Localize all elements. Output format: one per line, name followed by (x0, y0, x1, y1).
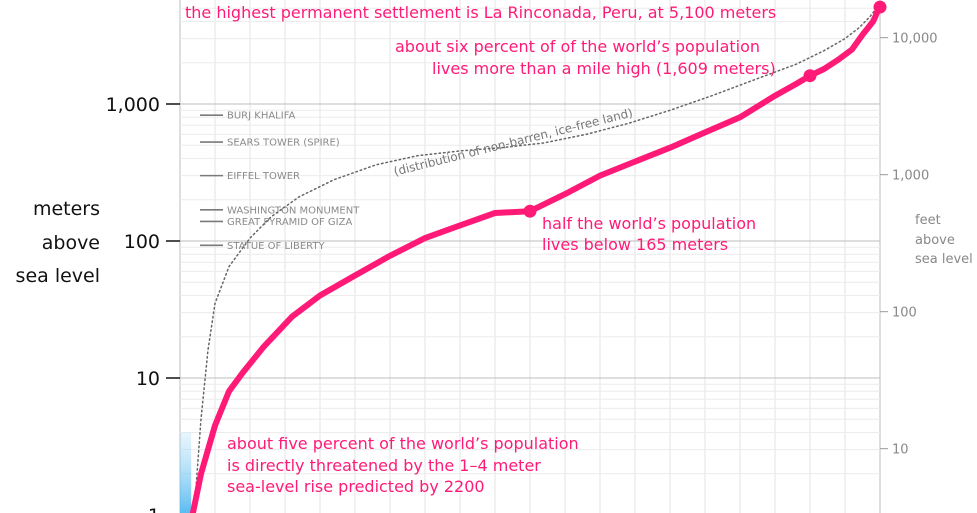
y-axis-label-line-2: above (42, 232, 100, 254)
landmark-label: STATUE OF LIBERTY (227, 241, 325, 252)
right-axis-label-line-3: sea level (915, 252, 973, 267)
y-tick-label: 10 (136, 368, 160, 390)
annotation-mile-high-line-1: about six percent of of the world’s popu… (395, 37, 760, 56)
annotation-half-population-line-1: half the world’s population (542, 214, 756, 233)
highlight-point (803, 69, 817, 83)
right-axis-label-line-1: feet (915, 213, 941, 228)
highlight-point (523, 204, 537, 218)
feet-tick-label: 10,000 (892, 32, 938, 47)
y-axis-label-line-3: sea level (16, 265, 100, 287)
landmark-label: BURJ KHALIFA (227, 111, 296, 122)
sea-level-band (180, 432, 192, 513)
annotation-mile-high-line-2: lives more than a mile high (1,609 meter… (432, 59, 776, 78)
feet-tick-label: 1,000 (892, 169, 929, 184)
feet-tick-label: 10 (892, 443, 909, 458)
landmark-label: GREAT PYRAMID OF GIZA (227, 217, 352, 228)
land-distribution-label: (distribution of non-barren, ice-free la… (392, 106, 634, 179)
annotation-sea-level-line-1: about five percent of the world’s popula… (227, 434, 579, 453)
y-tick-label: 100 (124, 231, 160, 253)
highlight-point (873, 0, 887, 14)
y-tick-label: 1,000 (106, 94, 160, 116)
feet-tick-label: 100 (892, 306, 917, 321)
land-distribution-line (193, 2, 881, 513)
landmark-references: BURJ KHALIFA SEARS TOWER (SPIRE) EIFFEL TO… (200, 111, 360, 252)
landmark-label: EIFFEL TOWER (227, 171, 300, 182)
sea-level-band-fill (180, 432, 192, 513)
annotation-highest-settlement: the highest permanent settlement is La R… (185, 3, 776, 22)
annotation-sea-level-line-2: is directly threatened by the 1–4 meter (227, 456, 541, 475)
grid (179, 0, 881, 513)
y-axis-label-line-1: meters (33, 198, 100, 220)
annotation-sea-level-line-3: sea-level rise predicted by 2200 (227, 477, 485, 496)
landmark-label: SEARS TOWER (SPIRE) (227, 138, 340, 149)
annotation-half-population-line-2: lives below 165 meters (542, 235, 728, 254)
landmark-label: WASHINGTON MONUMENT (227, 205, 360, 216)
right-axis-label-line-2: above (915, 233, 955, 248)
y-tick-label: 1 (148, 505, 160, 513)
population-line (189, 4, 883, 513)
axis-ticks: 1 10 100 1,000 10 100 1,000 10,000 (106, 32, 938, 513)
